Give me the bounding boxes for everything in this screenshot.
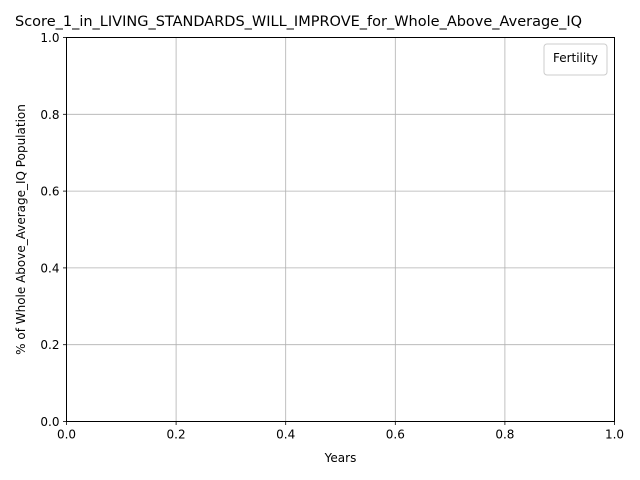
y-tick-label: 0.2 bbox=[40, 338, 59, 352]
x-tick-label: 0.0 bbox=[57, 428, 76, 442]
y-tick-label: 0.4 bbox=[40, 261, 59, 275]
x-tick-label: 0.8 bbox=[495, 428, 514, 442]
x-tick-label: 0.4 bbox=[276, 428, 295, 442]
x-tick-label: 0.2 bbox=[167, 428, 186, 442]
y-axis-label: % of Whole Above_Average_IQ Population bbox=[14, 104, 28, 355]
y-axis: 0.0 0.2 0.4 0.6 0.8 1.0 bbox=[40, 31, 67, 429]
y-tick-label: 0.8 bbox=[40, 108, 59, 122]
legend: Fertility bbox=[543, 43, 608, 76]
x-axis-label: Years bbox=[324, 451, 357, 465]
y-tick-label: 0.6 bbox=[40, 185, 59, 199]
x-tick-label: 1.0 bbox=[605, 428, 624, 442]
x-tick-label: 0.6 bbox=[386, 428, 405, 442]
chart-title: Score_1_in_LIVING_STANDARDS_WILL_IMPROVE… bbox=[15, 14, 582, 30]
plot-area bbox=[66, 37, 615, 422]
x-axis: 0.0 0.2 0.4 0.6 0.8 1.0 bbox=[57, 421, 624, 442]
legend-title: Fertility bbox=[553, 51, 598, 65]
y-tick-label: 1.0 bbox=[40, 31, 59, 45]
legend-box bbox=[543, 43, 608, 76]
grid bbox=[66, 37, 615, 422]
y-tick-label: 0.0 bbox=[40, 415, 59, 429]
